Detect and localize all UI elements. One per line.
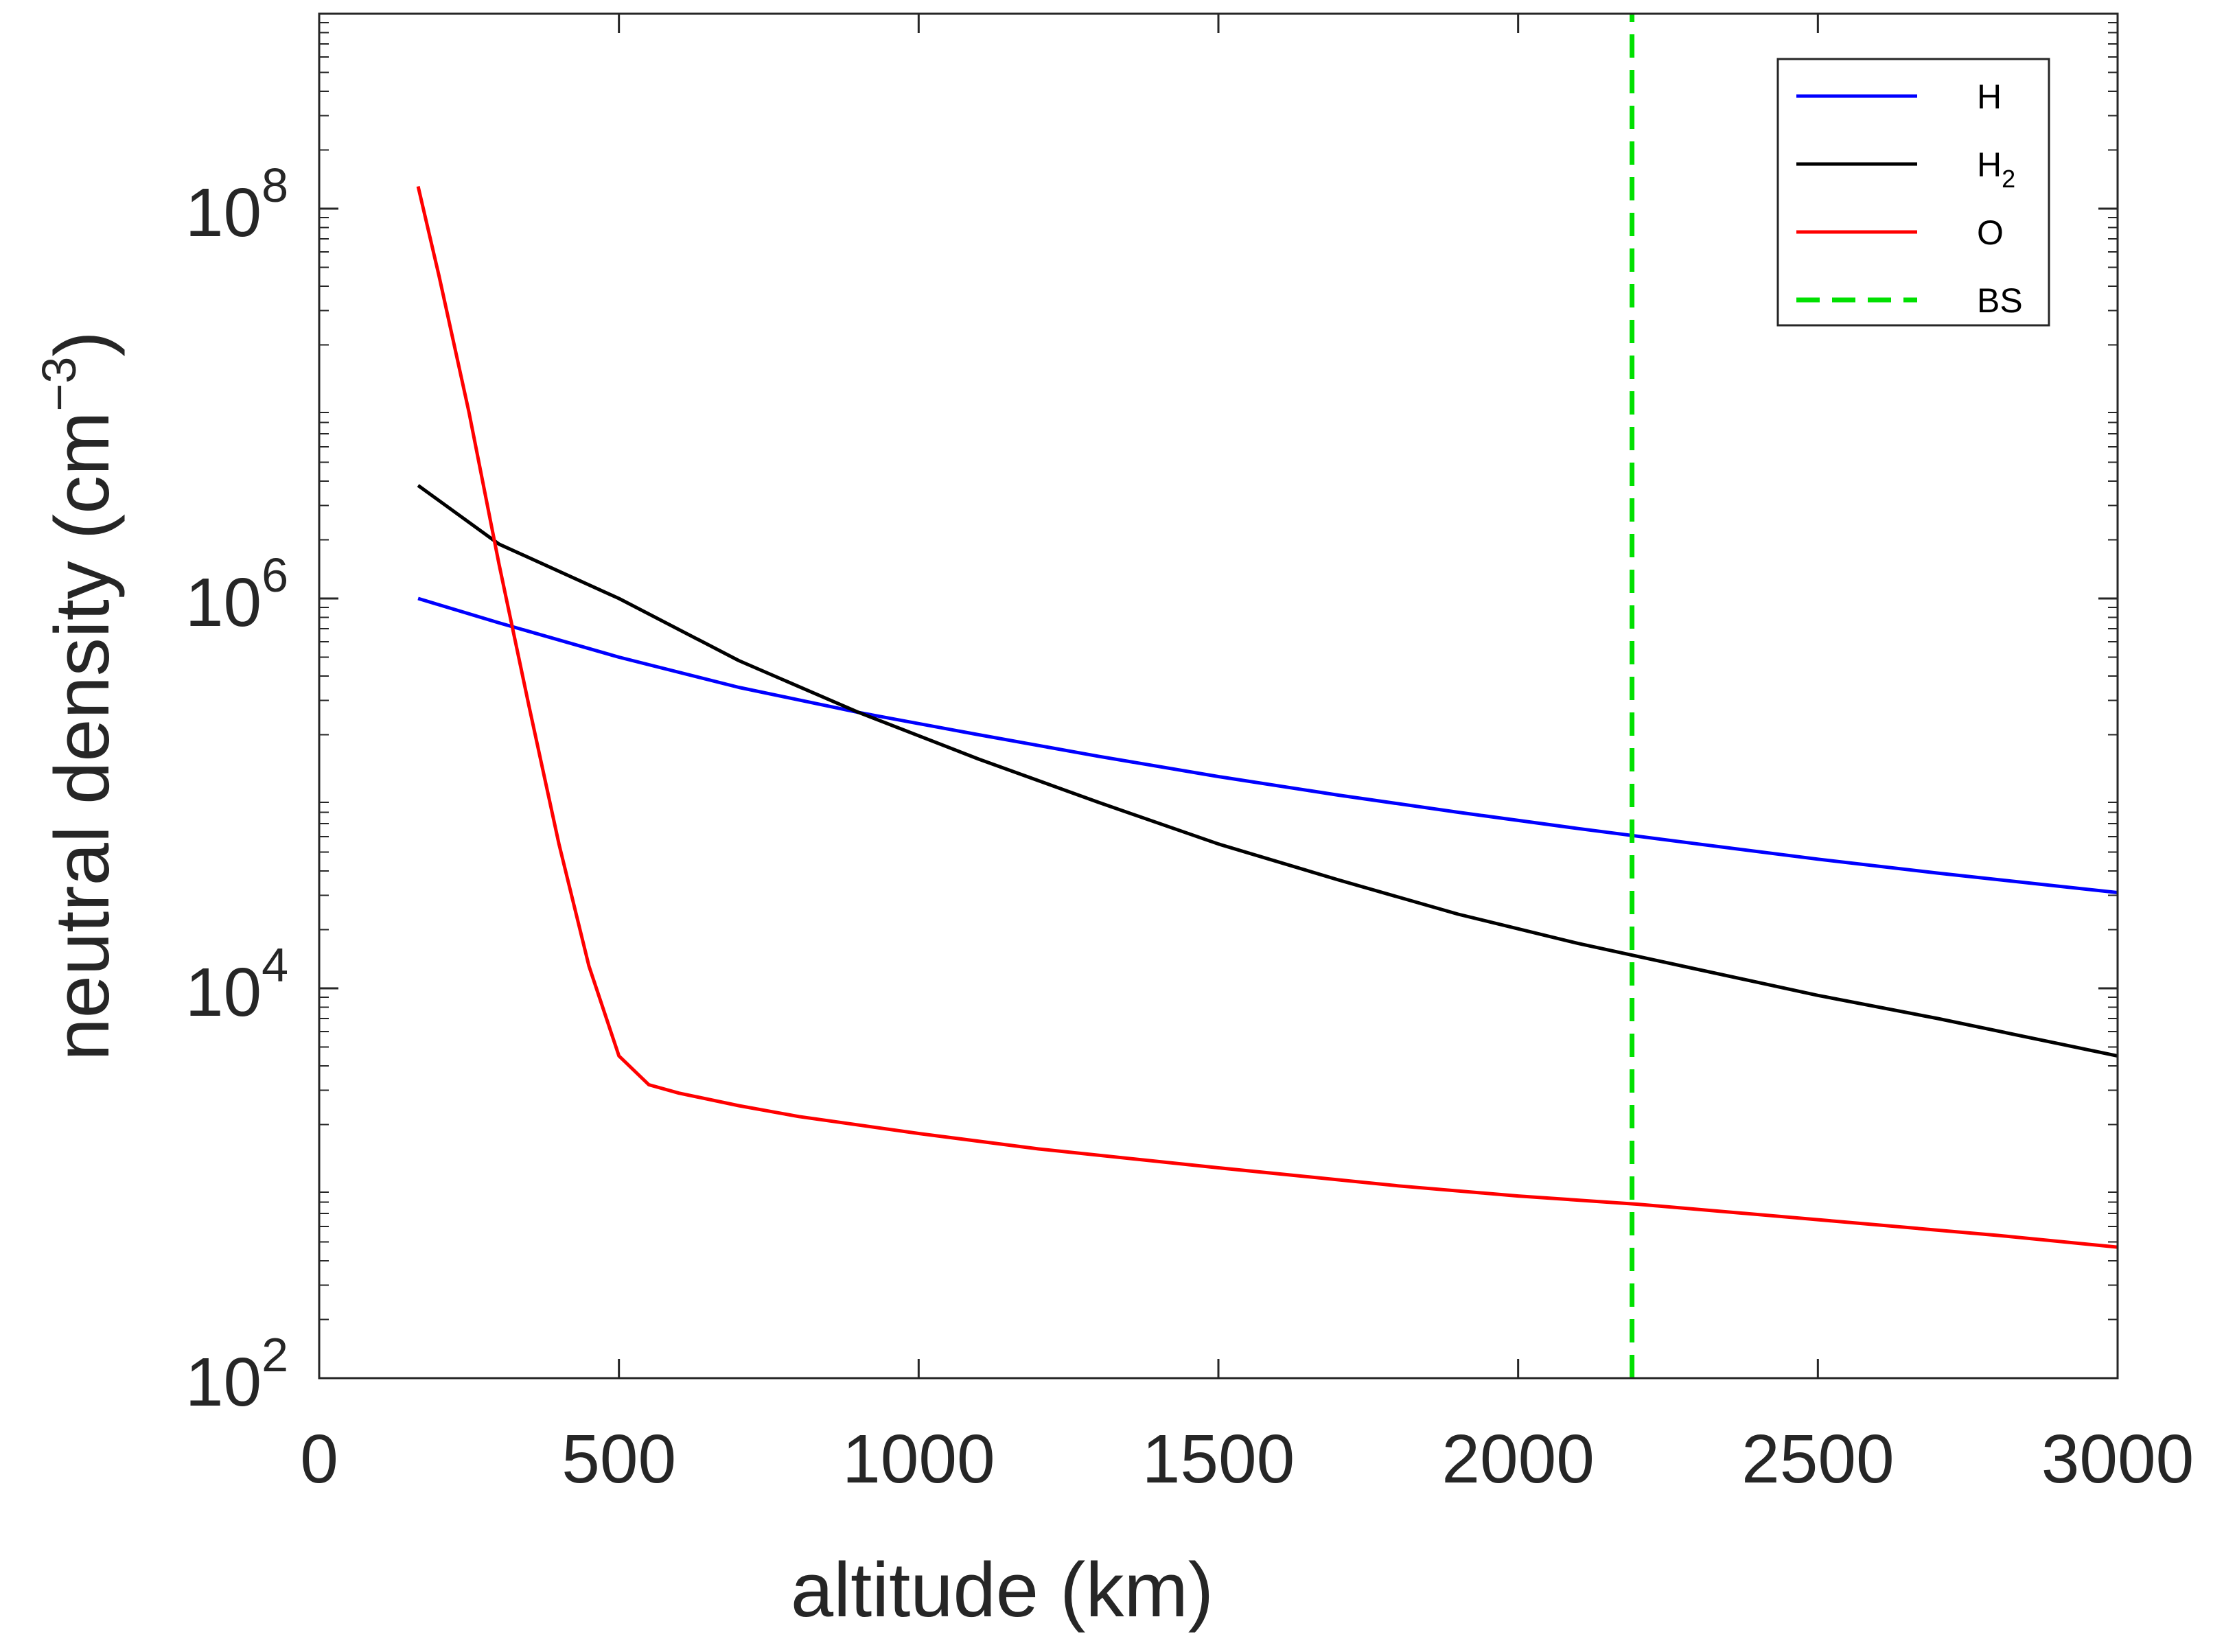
legend-box (1776, 58, 2050, 327)
legend-label-name: BS (1977, 281, 2023, 320)
legend-label: H2 (1977, 146, 2015, 193)
x-tick-label: 1500 (1142, 1421, 1295, 1498)
series-layer (416, 14, 2118, 1378)
x-tick-label: 2500 (1741, 1421, 1894, 1498)
x-tick-label: 2000 (1441, 1421, 1594, 1498)
legend-label: O (1977, 213, 2004, 252)
y-tick-label-exponent: 8 (262, 159, 288, 212)
x-tick-label: 500 (561, 1421, 676, 1498)
y-tick-label: 106 (185, 548, 288, 641)
plot-area (318, 12, 2119, 1380)
y-tick-label-exponent: 4 (262, 938, 288, 992)
y-tick-label: 104 (185, 938, 288, 1031)
series-line-h2 (417, 484, 2118, 1058)
legend-label: BS (1977, 281, 2023, 320)
tick-layer (318, 14, 2119, 1380)
series-line-o (416, 186, 2118, 1249)
y-tick-label-exponent: 2 (262, 1328, 288, 1382)
y-axis-title-superscript: −3 (32, 357, 86, 412)
x-tick-label: 0 (300, 1421, 338, 1498)
x-tick-label: 3000 (2041, 1421, 2194, 1498)
y-tick-label-base: 10 (185, 954, 262, 1031)
legend-label-name: H (1977, 78, 2002, 116)
x-tick-label: 1000 (842, 1421, 995, 1498)
y-tick-label: 108 (185, 159, 288, 251)
y-tick-label-base: 10 (185, 564, 262, 641)
y-tick-label-base: 10 (185, 174, 262, 251)
x-axis-title: altitude (km) (791, 1547, 1214, 1633)
y-tick-label-exponent: 6 (262, 548, 288, 602)
legend-label-name: H (1977, 146, 2002, 184)
legend-label-name: O (1977, 213, 2004, 252)
legend-label: H (1977, 78, 2002, 116)
y-tick-label: 102 (185, 1328, 288, 1421)
y-axis-title-close: ) (39, 331, 125, 356)
y-tick-label-base: 10 (185, 1344, 262, 1421)
legend-label-subscript: 2 (2002, 165, 2015, 193)
y-axis-title: neutral density (cm−3) (32, 331, 125, 1060)
series-line-h (417, 596, 2118, 894)
y-axis-title-text: neutral density (cm (39, 411, 125, 1060)
